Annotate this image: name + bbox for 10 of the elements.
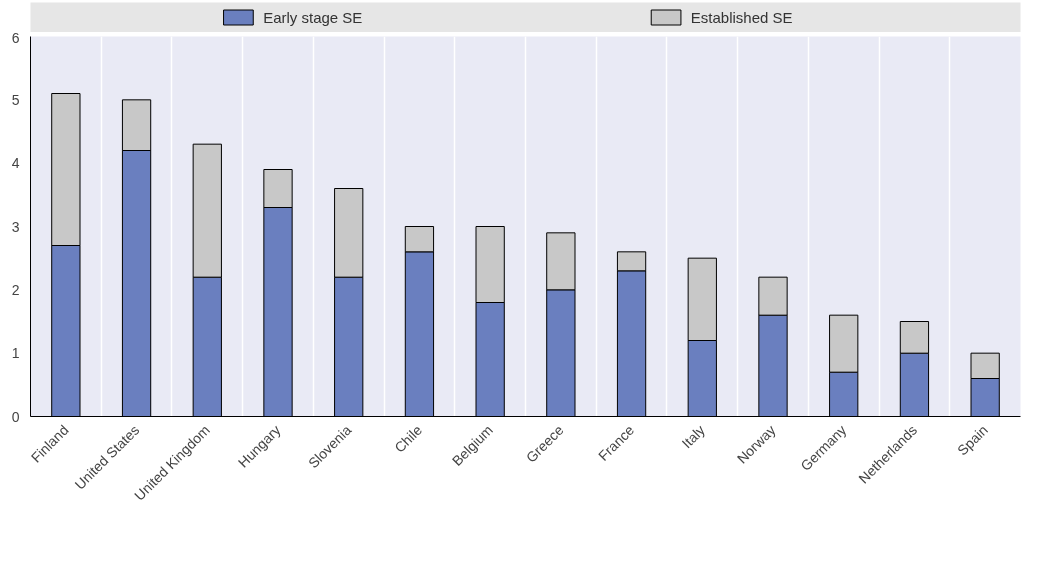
- legend-label: Early stage SE: [263, 9, 363, 26]
- y-tick-label: 6: [11, 29, 20, 46]
- y-tick-label: 4: [11, 155, 20, 172]
- x-tick-label: Italy: [678, 421, 708, 452]
- y-tick-label: 5: [11, 91, 20, 108]
- legend-label: Established SE: [690, 9, 793, 26]
- y-tick-label: 0: [11, 408, 20, 425]
- y-tick-label: 2: [11, 281, 20, 298]
- y-tick-label: 3: [11, 218, 20, 235]
- y-tick-label: 1: [11, 345, 20, 362]
